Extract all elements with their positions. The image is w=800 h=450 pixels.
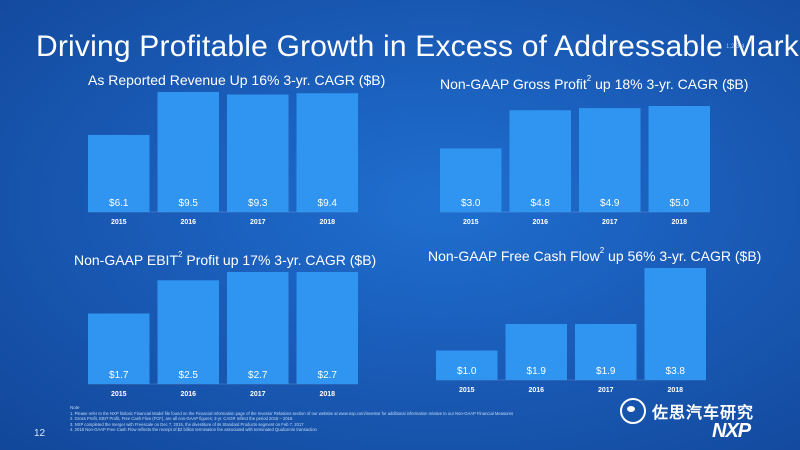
fcf-chart-title-text: Non-GAAP Free Cash Flow xyxy=(428,248,600,264)
gross-profit-chart-svg: $3.0 2015 $4.8 2016 $4.9 2017 $5.0 2018 xyxy=(440,106,710,226)
revenue-x-tick-2017: 2017 xyxy=(250,219,266,226)
gross-profit-chart-title-rest: up 18% 3-yr. CAGR ($B) xyxy=(591,76,749,92)
fcf-value-label-2015: $1.0 xyxy=(457,366,477,377)
revenue-value-label-2015: $6.1 xyxy=(109,198,129,209)
ebit-chart-title-text: Non-GAAP EBIT xyxy=(74,252,179,268)
ebit-chart: $1.7 2015 $2.5 2016 $2.7 2017 $2.7 2018 xyxy=(88,272,358,402)
ebit-bar-2017 xyxy=(227,272,289,384)
fcf-bar-2015 xyxy=(436,350,498,380)
ebit-value-label-2016: $2.5 xyxy=(179,370,199,381)
fcf-chart-title-rest: up 56% 3-yr. CAGR ($B) xyxy=(604,248,762,264)
gross-profit-x-tick-2017: 2017 xyxy=(602,219,618,226)
fcf-value-label-2017: $1.9 xyxy=(596,366,616,377)
watermark-text: 佐思汽车研究 xyxy=(652,405,755,422)
ebit-chart-title-rest: Profit up 17% 3-yr. CAGR ($B) xyxy=(182,252,377,268)
revenue-bar-2015 xyxy=(88,134,150,212)
fcf-bar-2016 xyxy=(505,324,567,380)
gross-profit-chart: $3.0 2015 $4.8 2016 $4.9 2017 $5.0 2018 xyxy=(440,106,710,230)
revenue-chart-svg: $6.1 2015 $9.5 2016 $9.3 2017 $9.4 2018 xyxy=(88,92,358,226)
ebit-bar-2016 xyxy=(157,280,219,384)
gross-profit-value-label-2016: $4.8 xyxy=(531,198,551,209)
revenue-bar-2016 xyxy=(157,92,219,212)
revenue-value-label-2018: $9.4 xyxy=(318,198,338,209)
fcf-value-label-2018: $3.8 xyxy=(666,366,686,377)
gross-profit-value-label-2015: $3.0 xyxy=(461,198,481,209)
ebit-x-tick-2018: 2018 xyxy=(319,391,335,398)
ebit-chart-svg: $1.7 2015 $2.5 2016 $2.7 2017 $2.7 2018 xyxy=(88,272,358,398)
revenue-x-tick-2018: 2018 xyxy=(319,219,335,226)
gross-profit-chart-title-text: Non-GAAP Gross Profit xyxy=(440,76,587,92)
revenue-x-tick-2016: 2016 xyxy=(180,219,196,226)
watermark: 佐思汽车研究 xyxy=(620,398,754,424)
revenue-x-tick-2015: 2015 xyxy=(111,219,127,226)
fcf-chart-title: Non-GAAP Free Cash Flow2 up 56% 3-yr. CA… xyxy=(428,246,762,264)
ebit-bar-2018 xyxy=(296,272,358,384)
ebit-value-label-2017: $2.7 xyxy=(248,370,268,381)
gross-profit-x-tick-2015: 2015 xyxy=(463,219,479,226)
footnotes: Note 1. Please refer to the NXP historic… xyxy=(70,405,670,433)
page-number: 12 xyxy=(34,428,46,439)
fcf-bar-2018 xyxy=(644,268,706,380)
ebit-value-label-2018: $2.7 xyxy=(318,370,338,381)
revenue-chart-title: As Reported Revenue Up 16% 3-yr. CAGR ($… xyxy=(88,72,385,88)
gross-profit-bar-2017 xyxy=(579,108,641,212)
footnote-4: 4. 2018 Non-GAAP Free Cash Flow reflects… xyxy=(70,427,317,433)
revenue-chart: $6.1 2015 $9.5 2016 $9.3 2017 $9.4 2018 xyxy=(88,92,358,230)
fcf-x-tick-2017: 2017 xyxy=(598,387,614,394)
ebit-x-tick-2017: 2017 xyxy=(250,391,266,398)
nxp-logo: NXP xyxy=(712,420,751,442)
ebit-x-tick-2016: 2016 xyxy=(180,391,196,398)
revenue-value-label-2016: $9.5 xyxy=(179,198,199,209)
ebit-chart-title: Non-GAAP EBIT2 Profit up 17% 3-yr. CAGR … xyxy=(74,250,377,268)
gross-profit-bar-2016 xyxy=(509,110,571,212)
wechat-icon xyxy=(620,398,646,424)
footnote-2: 2. Gross Profit, EBIT Profit, Free Cash … xyxy=(70,416,293,422)
ebit-value-label-2015: $1.7 xyxy=(109,370,129,381)
gross-profit-chart-title: Non-GAAP Gross Profit2 up 18% 3-yr. CAGR… xyxy=(440,74,749,92)
fcf-footnote-sup: 2 xyxy=(599,246,605,255)
footnotes-label: Note xyxy=(70,405,80,410)
fcf-value-label-2016: $1.9 xyxy=(527,366,547,377)
fcf-chart-svg: $1.0 2015 $1.9 2016 $1.9 2017 $3.8 2018 xyxy=(436,268,706,394)
gross-profit-bar-2018 xyxy=(648,106,710,212)
revenue-chart-title-text: As Reported Revenue Up 16% 3-yr. CAGR ($… xyxy=(88,72,386,88)
revenue-bar-2018 xyxy=(296,93,358,212)
fcf-x-tick-2016: 2016 xyxy=(528,387,544,394)
gross-profit-x-tick-2016: 2016 xyxy=(532,219,548,226)
fcf-x-tick-2015: 2015 xyxy=(459,387,475,394)
gross-profit-value-label-2018: $5.0 xyxy=(670,198,690,209)
footnote-3: 3. NXP completed the merger with Freesca… xyxy=(70,421,304,427)
gross-profit-x-tick-2018: 2018 xyxy=(671,219,687,226)
gross-profit-bar-2015 xyxy=(440,148,502,212)
fcf-bar-2017 xyxy=(575,324,637,380)
gross-profit-value-label-2017: $4.9 xyxy=(600,198,620,209)
revenue-bar-2017 xyxy=(227,94,289,212)
fcf-x-tick-2018: 2018 xyxy=(667,387,683,394)
gross-profit-footnote-sup: 2 xyxy=(586,74,592,83)
fcf-chart: $1.0 2015 $1.9 2016 $1.9 2017 $3.8 2018 xyxy=(436,268,706,398)
slide-title: Driving Profitable Growth in Excess of A… xyxy=(36,30,800,63)
ebit-bar-2015 xyxy=(88,313,150,384)
revenue-value-label-2017: $9.3 xyxy=(248,198,268,209)
ebit-footnote-sup: 2 xyxy=(178,250,183,259)
title-footnote-refs: 1,2,3,4 xyxy=(726,44,745,50)
ebit-x-tick-2015: 2015 xyxy=(111,391,127,398)
footnote-1: 1. Please refer to the NXP historic Fina… xyxy=(70,410,514,416)
